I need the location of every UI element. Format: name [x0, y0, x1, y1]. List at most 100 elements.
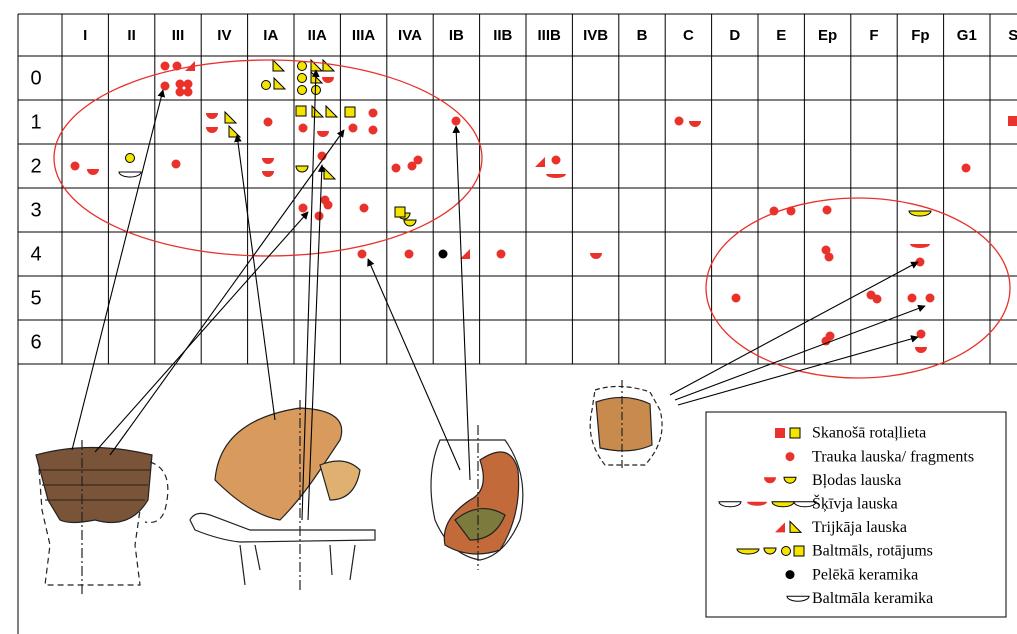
symbol — [348, 123, 358, 133]
row-label: 5 — [30, 287, 41, 309]
symbol — [783, 476, 797, 484]
legend-label: Pelēkā keramika — [812, 566, 918, 583]
symbol — [273, 76, 287, 90]
symbol — [915, 347, 927, 353]
column-header: E — [776, 27, 786, 44]
symbol — [546, 174, 566, 178]
legend: Skanošā rotaļlieta Trauka lauska/ fragmen… — [705, 411, 1007, 618]
column-header: IVA — [398, 27, 422, 44]
symbol — [590, 253, 602, 259]
symbol — [496, 249, 506, 259]
row-label: 2 — [30, 155, 41, 177]
column-header: IVB — [583, 27, 608, 44]
symbol — [263, 117, 273, 127]
symbol — [718, 501, 742, 508]
legend-label: Bļodas lauska — [812, 472, 901, 489]
symbol — [368, 108, 378, 118]
symbol — [961, 163, 971, 173]
column-header: IA — [263, 27, 278, 44]
symbol — [785, 570, 795, 580]
symbol — [793, 501, 817, 508]
symbol — [87, 169, 99, 175]
symbol — [925, 293, 935, 303]
symbol — [325, 104, 339, 118]
symbol — [824, 252, 834, 262]
symbol — [228, 124, 242, 138]
symbol — [908, 210, 932, 217]
symbol — [171, 159, 181, 169]
column-header: F — [869, 27, 878, 44]
symbol — [183, 87, 193, 97]
legend-label: Trijkāja lauska — [812, 519, 907, 536]
legend-label: Šķīvja lauska — [812, 493, 898, 512]
row-label: 4 — [30, 243, 41, 265]
symbol — [314, 211, 324, 221]
groupings — [53, 59, 1011, 379]
symbol — [310, 70, 324, 84]
symbol — [298, 203, 308, 213]
symbol — [438, 249, 448, 259]
symbol — [916, 329, 926, 339]
arrows — [71, 69, 926, 521]
symbol — [175, 79, 185, 89]
symbol — [747, 501, 767, 506]
symbol — [323, 200, 333, 210]
symbol — [404, 249, 414, 259]
symbol — [451, 116, 461, 126]
row-label: 1 — [30, 111, 41, 133]
symbol — [775, 522, 785, 533]
row-label: 0 — [30, 67, 41, 89]
symbol — [460, 249, 470, 259]
symbol — [295, 105, 307, 117]
column-header: III — [172, 27, 185, 44]
symbol — [183, 79, 193, 89]
column-header: IIA — [308, 27, 327, 44]
symbol — [789, 427, 801, 439]
row-label: 3 — [30, 199, 41, 221]
symbol — [907, 293, 917, 303]
symbol — [403, 219, 417, 227]
symbol — [786, 206, 796, 216]
symbol — [551, 155, 561, 165]
symbol — [323, 166, 337, 180]
legend-label: Skanošā rotaļlieta — [812, 425, 926, 442]
symbol — [368, 125, 378, 135]
symbol — [297, 61, 307, 71]
symbol — [731, 293, 741, 303]
symbol — [872, 294, 882, 304]
symbol — [413, 155, 423, 165]
symbol — [736, 548, 760, 555]
legend-label: Baltmāla keramika — [812, 590, 933, 607]
symbol — [295, 165, 309, 173]
symbol — [786, 595, 810, 602]
symbol — [322, 58, 336, 72]
symbol — [206, 127, 218, 133]
symbol — [910, 244, 930, 248]
symbol — [298, 123, 308, 133]
symbols — [70, 58, 1017, 353]
symbol — [311, 104, 325, 118]
symbol — [160, 61, 170, 71]
symbol — [160, 81, 170, 91]
pottery-drawings — [35, 380, 663, 595]
symbol — [764, 477, 776, 484]
table: I II III IV IA IIA IIIA IVA IB IIB IIIB IVB B C D E Ep F F… — [17, 13, 1017, 634]
symbol — [674, 116, 684, 126]
symbol — [407, 161, 417, 171]
symbol — [206, 113, 218, 119]
symbol — [821, 245, 831, 255]
column-header: IB — [449, 27, 464, 44]
symbol — [344, 106, 356, 118]
symbol — [789, 520, 803, 533]
legend-label: Baltmāls, rotājums — [812, 543, 933, 560]
column-header: IIIA — [352, 27, 376, 44]
symbol — [391, 163, 401, 173]
column-header: D — [729, 27, 740, 44]
symbol — [297, 73, 307, 83]
symbol — [185, 61, 195, 71]
symbol — [535, 157, 545, 167]
column-header: Ep — [818, 27, 837, 44]
symbol — [70, 161, 80, 171]
row-label: 6 — [30, 331, 41, 353]
column-header: IV — [217, 27, 231, 44]
